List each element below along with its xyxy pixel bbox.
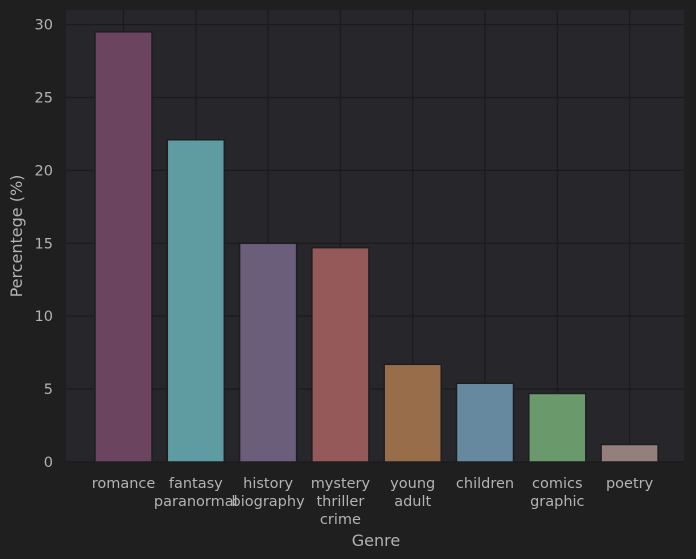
y-tick-label: 20 — [35, 163, 53, 179]
y-tick-label: 30 — [35, 18, 53, 34]
bar-poetry — [600, 443, 659, 463]
x-tick-label: fantasy paranormal — [154, 476, 238, 510]
x-tick-label: young adult — [390, 476, 435, 510]
y-axis-label: Percentege (%) — [7, 175, 26, 298]
x-tick-label: children — [456, 476, 514, 492]
y-tick-label: 5 — [44, 382, 53, 398]
y-tick-label: 0 — [44, 455, 53, 471]
x-tick-label: mystery thriller crime — [311, 476, 371, 528]
x-tick-label: poetry — [606, 476, 654, 492]
y-tick-label: 15 — [35, 236, 53, 252]
plot-area — [66, 10, 684, 462]
y-axis-ticks: 0 5 10 15 20 25 30 — [35, 18, 53, 471]
x-tick-label: comics graphic — [530, 476, 584, 510]
bar-romance — [94, 31, 153, 463]
y-tick-label: 10 — [35, 309, 53, 325]
x-axis-label: Genre — [352, 531, 400, 550]
bar-mystery-thriller-crime — [311, 246, 370, 463]
x-tick-label: romance — [92, 476, 156, 492]
x-tick-label: history biography — [232, 476, 306, 510]
y-tick-label: 25 — [35, 90, 53, 106]
bar-fantasy-paranormal — [166, 139, 226, 463]
bar-history-biography — [238, 242, 298, 463]
bar-children — [455, 382, 515, 463]
bars — [94, 31, 659, 463]
bar-young-adult — [383, 363, 442, 463]
bar-comics-graphic — [528, 392, 587, 463]
